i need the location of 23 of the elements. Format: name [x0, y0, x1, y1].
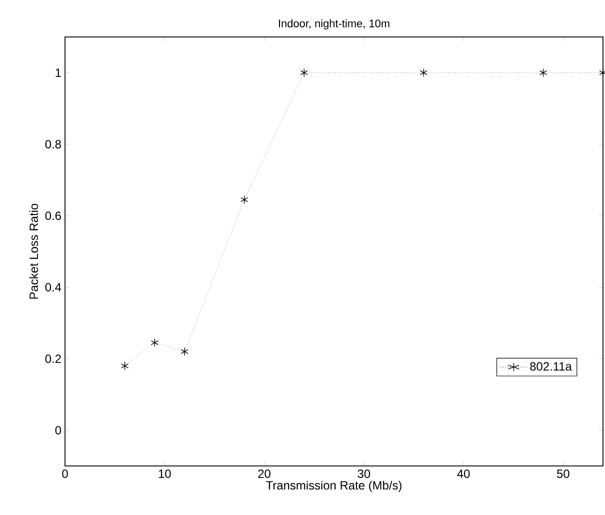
point	[420, 68, 428, 78]
x-tick-label: 30	[358, 470, 370, 478]
point	[150, 338, 158, 347]
x-tick-label: 20	[258, 470, 270, 478]
point	[539, 68, 548, 78]
point	[240, 195, 248, 204]
y-tick-label: 0.2	[45, 354, 61, 363]
y-tick-label: 0.6	[45, 212, 61, 220]
x-axis-title: Transmission Rate (Mb/s)	[266, 480, 402, 492]
chart-title: Indoor, night-time, 10m	[278, 19, 390, 30]
y-tick-label: 0.4	[45, 283, 62, 292]
x-tick-label: 10	[158, 470, 171, 478]
point	[180, 347, 188, 356]
point	[300, 68, 308, 78]
x-tick-label: 40	[457, 470, 470, 478]
point	[120, 362, 129, 370]
legend-label: 802.11a	[530, 362, 572, 371]
y-tick-label: 0	[55, 426, 62, 434]
x-tick-label: 0	[62, 470, 68, 478]
y-tick-label: 0.8	[45, 140, 61, 148]
y-axis-title: Packet Loss Ratio	[29, 204, 38, 299]
y-tick-label: 1	[56, 68, 61, 77]
x-tick-label: 50	[556, 470, 570, 478]
